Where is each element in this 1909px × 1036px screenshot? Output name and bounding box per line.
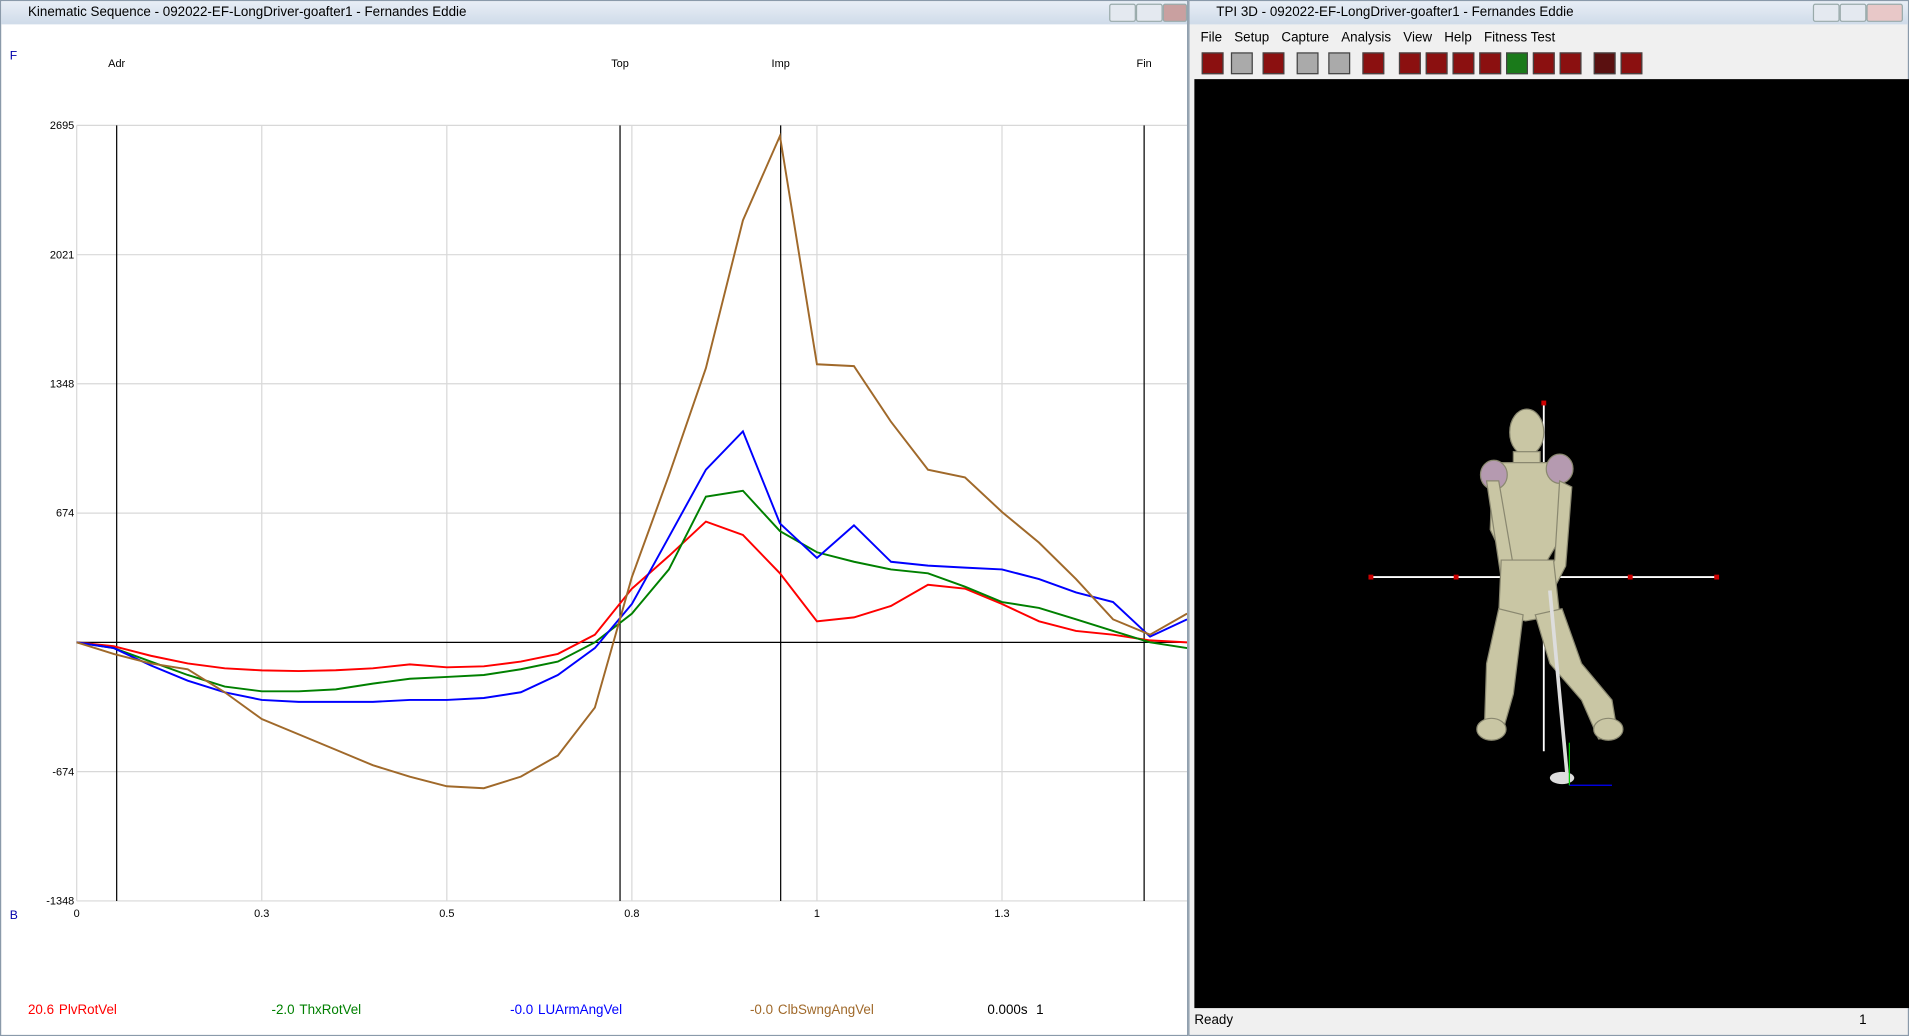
legend-entry: 20.6 PlvRotVel bbox=[28, 1002, 117, 1017]
y-tick-label: 2695 bbox=[50, 120, 74, 132]
legend-entry: -0.0 ClbSwngAngVel bbox=[750, 1002, 874, 1017]
tool-button[interactable] bbox=[1296, 52, 1319, 75]
end-button[interactable] bbox=[1532, 52, 1555, 75]
time-readout: 0.000s bbox=[987, 1002, 1027, 1017]
help-button[interactable] bbox=[1362, 52, 1385, 75]
bottom-label: B bbox=[10, 908, 18, 922]
y-tick-label: -674 bbox=[52, 766, 74, 778]
x-tick-label: 0.3 bbox=[254, 908, 269, 920]
y-tick-label: -1348 bbox=[46, 896, 74, 908]
maximize-button[interactable] bbox=[1839, 3, 1867, 22]
series-line bbox=[76, 429, 1188, 703]
kinematic-window: Kinematic Sequence - 092022-EF-LongDrive… bbox=[0, 0, 1189, 1036]
legend-entry: -2.0 ThxRotVel bbox=[272, 1002, 362, 1017]
title-bar: TPI 3D - 092022-EF-LongDriver-goafter1 -… bbox=[1189, 1, 1908, 25]
window-title: TPI 3D - 092022-EF-LongDriver-goafter1 -… bbox=[1216, 4, 1574, 20]
maximize-button[interactable] bbox=[1135, 3, 1163, 22]
open-button[interactable] bbox=[1201, 52, 1224, 75]
x-tick-label: 0.5 bbox=[439, 908, 454, 920]
menu-bar: File Setup Capture Analysis View Help Fitness … bbox=[1194, 30, 1561, 45]
status-frame: 1 bbox=[1859, 1012, 1867, 1028]
title-bar: Kinematic Sequence - 092022-EF-LongDrive… bbox=[1, 1, 1188, 25]
m-button[interactable] bbox=[1620, 52, 1643, 75]
menu-item[interactable]: Help bbox=[1444, 30, 1472, 46]
start-button[interactable] bbox=[1425, 52, 1448, 75]
s-button[interactable] bbox=[1593, 52, 1616, 75]
legend-name: ThxRotVel bbox=[299, 1002, 361, 1017]
rewind-button[interactable] bbox=[1398, 52, 1421, 75]
minimize-button[interactable] bbox=[1109, 3, 1136, 22]
loop-button[interactable] bbox=[1559, 52, 1582, 75]
back-button[interactable] bbox=[1452, 52, 1475, 75]
legend-readout: 20.6 bbox=[28, 1002, 54, 1017]
menu-item[interactable]: File bbox=[1200, 30, 1223, 46]
top-label: F bbox=[10, 49, 17, 63]
menu-item[interactable]: Fitness Test bbox=[1483, 30, 1556, 46]
frame-readout: 1 bbox=[1036, 1002, 1043, 1017]
tpi-window: TPI 3D - 092022-EF-LongDriver-goafter1 -… bbox=[1188, 0, 1909, 1036]
legend-readout: -0.0 bbox=[510, 1002, 533, 1017]
minimize-button[interactable] bbox=[1812, 3, 1840, 22]
status-text: Ready bbox=[1194, 1012, 1234, 1028]
viewport-3d bbox=[1194, 79, 1909, 1009]
save-button[interactable] bbox=[1230, 52, 1253, 75]
x-tick-label: 0.8 bbox=[624, 908, 639, 920]
y-tick-label: 2021 bbox=[50, 249, 74, 261]
menu-item[interactable]: Capture bbox=[1281, 30, 1330, 46]
series-line bbox=[76, 132, 1188, 790]
legend-name: ClbSwngAngVel bbox=[778, 1002, 874, 1017]
x-tick-label: 1.3 bbox=[994, 908, 1009, 920]
legend-name: PlvRotVel bbox=[59, 1002, 117, 1017]
window-title: Kinematic Sequence - 092022-EF-LongDrive… bbox=[28, 4, 467, 20]
legend-readout: -2.0 bbox=[272, 1002, 295, 1017]
play-button[interactable] bbox=[1506, 52, 1528, 75]
menu-item[interactable]: View bbox=[1403, 30, 1433, 46]
menu-item[interactable]: Setup bbox=[1234, 30, 1270, 46]
event-label: Adr bbox=[108, 58, 125, 70]
stop-button[interactable] bbox=[1479, 52, 1502, 75]
event-label: Fin bbox=[1137, 58, 1152, 70]
y-tick-label: 1348 bbox=[50, 378, 74, 390]
x-tick-label: 0 bbox=[74, 908, 80, 920]
legend-readout: -0.0 bbox=[750, 1002, 773, 1017]
menu-item[interactable]: Analysis bbox=[1341, 30, 1392, 46]
x-tick-label: 1 bbox=[814, 908, 820, 920]
series-line bbox=[76, 520, 1188, 673]
series-line bbox=[76, 489, 1188, 693]
close-button[interactable] bbox=[1866, 3, 1903, 22]
event-label: Imp bbox=[772, 58, 790, 70]
tool-button[interactable] bbox=[1328, 52, 1351, 75]
legend-entry: -0.0 LUArmAngVel bbox=[510, 1002, 622, 1017]
capture-button[interactable] bbox=[1262, 52, 1285, 75]
event-label: Top bbox=[611, 58, 629, 70]
legend-name: LUArmAngVel bbox=[538, 1002, 622, 1017]
chart: F B -1348 -674 674 1348 2021 2695 0 0.3 0.5 0.8 1 1.3… bbox=[10, 49, 1188, 1017]
y-tick-label: 674 bbox=[56, 508, 74, 520]
close-button[interactable] bbox=[1162, 3, 1188, 22]
